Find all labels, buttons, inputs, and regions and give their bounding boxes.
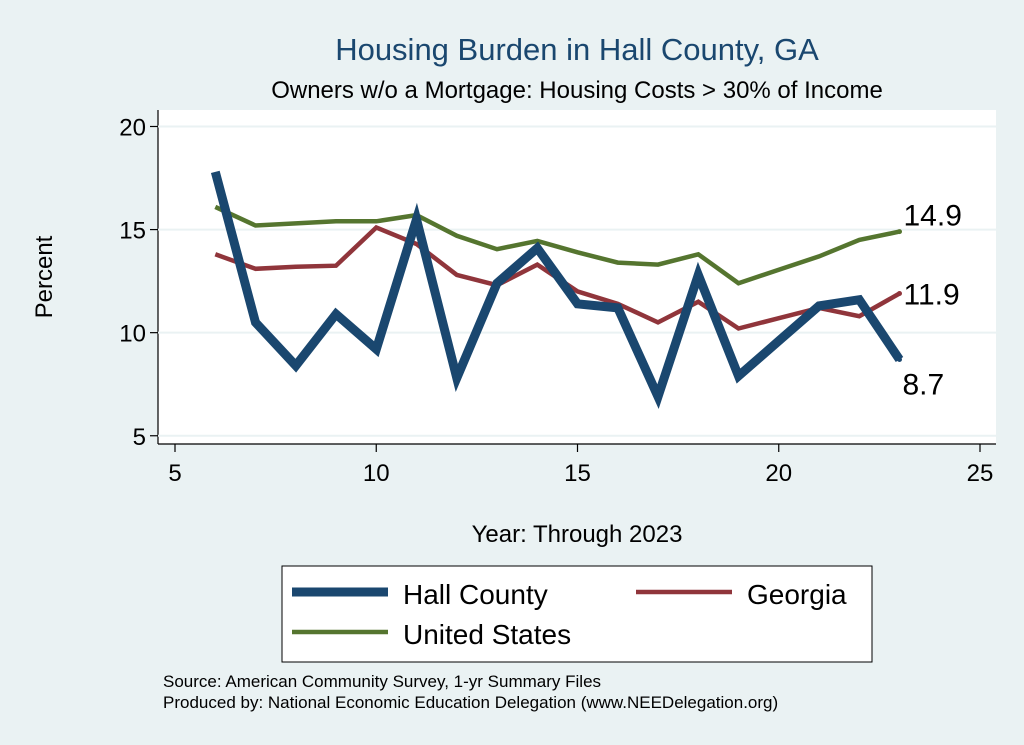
- legend-label-united-states: United States: [403, 619, 571, 650]
- x-tick-label: 20: [765, 460, 792, 487]
- plot-area: [158, 110, 996, 444]
- series-lines: [210, 170, 904, 409]
- x-tick-label: 10: [363, 460, 390, 487]
- legend-label-hall-county: Hall County: [403, 579, 548, 610]
- y-tick-label: 5: [133, 424, 146, 451]
- axis-ticks: 5 10 15 20 5 10 15 20 25: [119, 114, 993, 487]
- y-tick-label: 15: [119, 218, 146, 245]
- x-tick-label: 5: [168, 460, 181, 487]
- end-point-hall-county: [897, 356, 902, 362]
- gridlines: [158, 125, 996, 437]
- source-line-1: Source: American Community Survey, 1-yr …: [163, 672, 601, 691]
- end-point-united-states: [897, 229, 902, 235]
- source-line-2: Produced by: National Economic Education…: [163, 693, 778, 712]
- legend-label-georgia: Georgia: [747, 579, 847, 610]
- end-label-united-states: 14.9: [904, 200, 962, 233]
- end-label-hall-county: 8.7: [903, 368, 945, 401]
- end-label-georgia: 11.9: [904, 278, 960, 311]
- series-line-hall-county: [210, 170, 904, 409]
- chart-title: Housing Burden in Hall County, GA: [335, 32, 819, 67]
- x-tick-label: 15: [564, 460, 591, 487]
- x-tick-label: 25: [967, 460, 994, 487]
- end-labels: 8.7 11.9 14.9: [903, 200, 962, 402]
- end-point-georgia: [897, 290, 902, 296]
- series-line-united-states: [214, 204, 900, 286]
- y-tick-label: 20: [119, 114, 146, 141]
- legend-box: [281, 565, 873, 663]
- y-tick-label: 10: [119, 321, 146, 348]
- y-axis-label: Percent: [31, 235, 58, 318]
- x-axis-label: Year: Through 2023: [472, 521, 683, 548]
- legend: Hall County Georgia United States: [292, 579, 847, 650]
- chart-subtitle: Owners w/o a Mortgage: Housing Costs > 3…: [271, 77, 883, 104]
